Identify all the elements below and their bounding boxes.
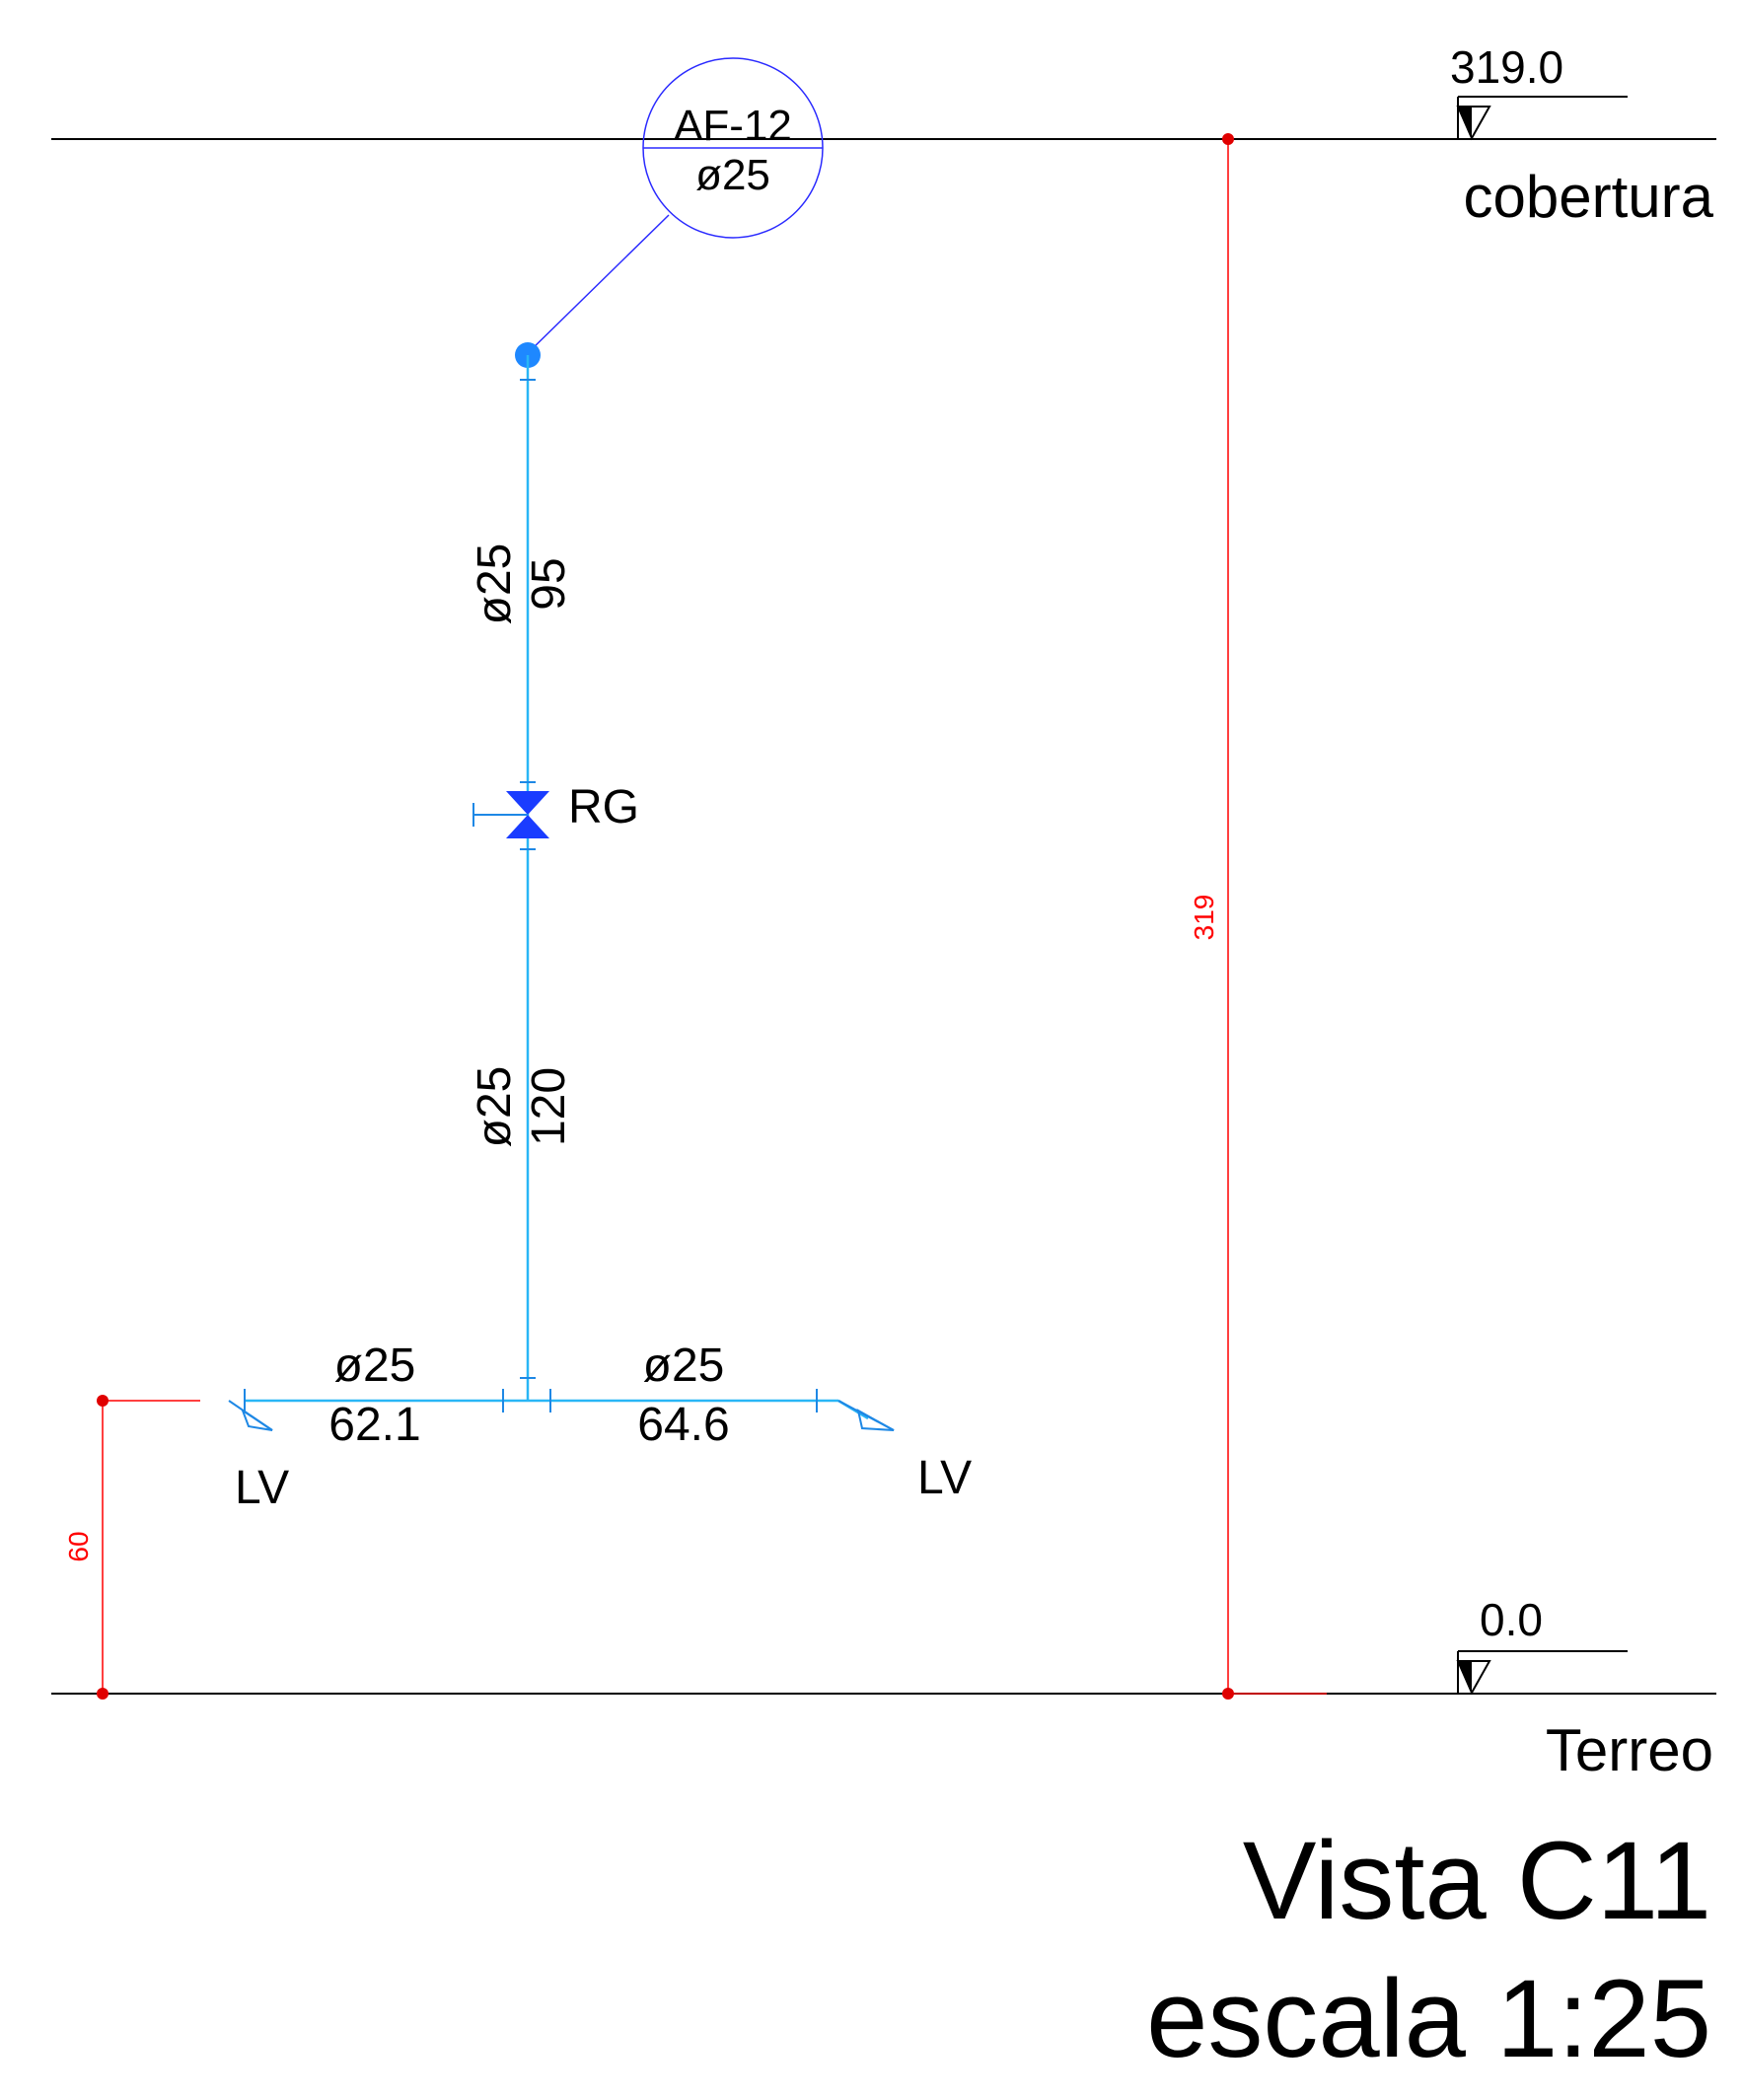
dimension-fixture-value: 60 [63,1531,94,1561]
segment-lower-length: 120 [523,1067,575,1146]
segment-label-left: ø25 62.1 [328,1340,420,1451]
segment-right-diameter: ø25 [643,1340,725,1392]
segment-left-length: 62.1 [328,1399,420,1451]
level-name-bottom: Terreo [1546,1717,1713,1783]
tag-code: AF-12 [674,102,792,150]
view-scale: escala 1:25 [1146,1957,1711,2080]
segment-left-diameter: ø25 [334,1340,416,1392]
segment-label-lower: ø25 120 [469,1066,575,1148]
fixture-left: LV [228,1400,289,1514]
fixture-right: LV [837,1400,972,1504]
pipe-tag: AF-12 ø25 [527,57,824,354]
level-marker-bottom: 0.0 Terreo [1456,1594,1713,1783]
level-value-bottom: 0.0 [1480,1594,1543,1645]
valve-label: RG [568,781,639,833]
segment-label-right: ø25 64.6 [637,1340,729,1451]
segment-upper-length: 95 [523,557,575,610]
fixture-right-label: LV [917,1452,972,1504]
dimension-fixture-height: 60 [63,1395,200,1700]
tag-diameter: ø25 [695,151,770,199]
segment-label-upper: ø25 95 [469,543,575,625]
level-value-top: 319.0 [1450,41,1563,93]
segment-right-length: 64.6 [637,1399,729,1451]
dimension-total-value: 319 [1189,895,1219,941]
view-title: Vista C11 [1243,1819,1711,1942]
segment-lower-diameter: ø25 [469,1066,521,1148]
dimension-total-height: 319 [1189,133,1327,1700]
segment-upper-diameter: ø25 [469,543,521,625]
riser-pipe [515,342,541,1401]
level-name-top: cobertura [1464,164,1714,230]
valve-rg: RG [472,781,639,838]
title-block: Vista C11 escala 1:25 [1146,1819,1711,2080]
fixture-left-label: LV [235,1462,289,1514]
level-marker-top: 319.0 cobertura [1450,41,1714,230]
